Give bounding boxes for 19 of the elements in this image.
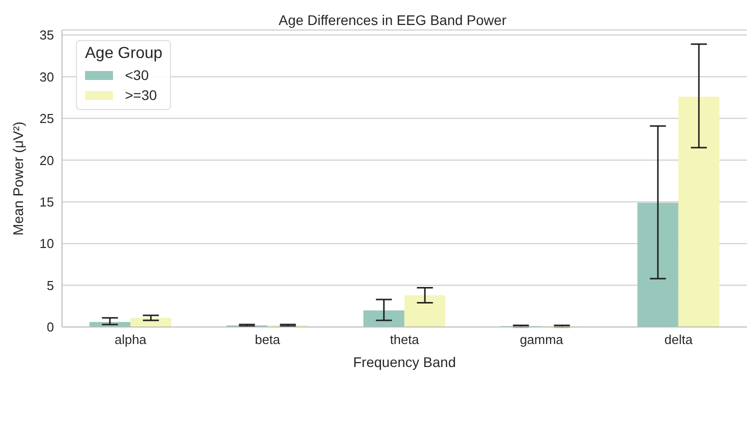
x-tick-label: alpha (114, 332, 148, 348)
chart-title: Age Differences in EEG Band Power (278, 12, 508, 28)
x-tick-label: gamma (520, 332, 564, 348)
y-tick-label: 15 (40, 194, 54, 210)
y-tick-label: 30 (40, 69, 54, 84)
y-tick-label: 5 (46, 278, 54, 293)
x-tick-label: delta (664, 332, 694, 348)
y-tick-label: 0 (46, 320, 54, 335)
legend-label: <30 (125, 67, 149, 83)
y-tick-label: 25 (40, 111, 54, 126)
x-tick-label: beta (254, 332, 281, 348)
y-tick-label: 10 (40, 236, 54, 252)
x-axis-title: Frequency Band (353, 354, 456, 370)
legend-title: Age Group (85, 45, 162, 63)
x-tick-label: theta (390, 332, 420, 348)
legend-label: >=30 (125, 87, 157, 103)
y-tick-label: 20 (40, 152, 54, 168)
y-axis-title: Mean Power (μV²) (10, 122, 26, 236)
y-tick-label: 35 (40, 28, 54, 43)
